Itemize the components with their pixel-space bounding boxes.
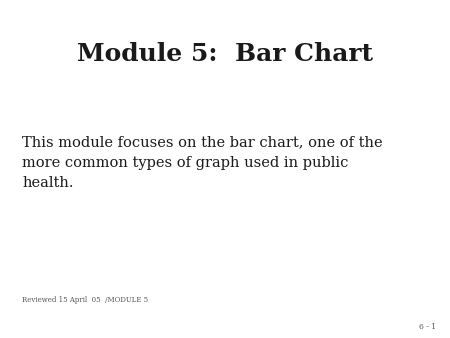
Text: Reviewed 15 April  05  /MODULE 5: Reviewed 15 April 05 /MODULE 5 [22,296,148,304]
Text: This module focuses on the bar chart, one of the
more common types of graph used: This module focuses on the bar chart, on… [22,135,383,190]
Text: Module 5:  Bar Chart: Module 5: Bar Chart [77,42,373,66]
Text: 6 - 1: 6 - 1 [419,323,436,331]
